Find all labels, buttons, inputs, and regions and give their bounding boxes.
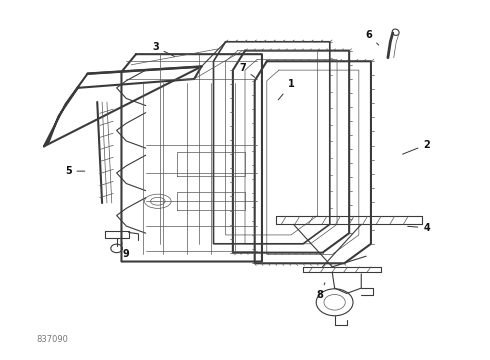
Text: 3: 3 [152, 42, 174, 57]
Text: 8: 8 [317, 283, 325, 300]
Text: 5: 5 [65, 166, 85, 176]
Text: 1: 1 [278, 79, 294, 100]
Text: 6: 6 [365, 30, 379, 45]
Text: 837090: 837090 [37, 335, 69, 344]
Text: 4: 4 [408, 223, 430, 233]
Text: 7: 7 [239, 63, 255, 77]
Text: 9: 9 [122, 242, 130, 260]
Text: 2: 2 [403, 140, 430, 154]
